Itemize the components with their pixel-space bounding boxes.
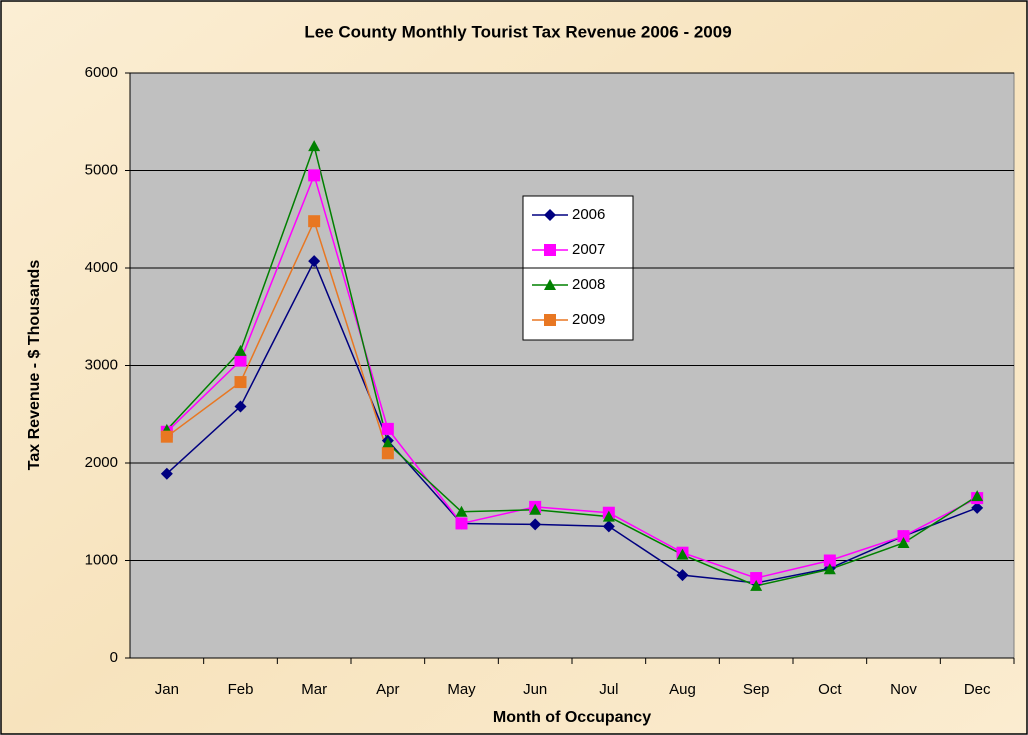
x-tick-label: May [447, 681, 476, 698]
marker [455, 505, 468, 517]
x-tick-label: Mar [301, 681, 327, 698]
series-line [166, 259, 978, 584]
chart-title: Lee County Monthly Tourist Tax Revenue 2… [304, 22, 731, 41]
marker [750, 579, 763, 591]
marker [676, 569, 689, 582]
marker [234, 344, 247, 356]
legend-label: 2006 [572, 206, 605, 223]
x-tick-label: Jul [599, 681, 618, 698]
x-tick-label: Apr [376, 681, 399, 698]
marker [602, 520, 615, 533]
marker [676, 548, 689, 560]
marker [897, 530, 910, 543]
marker [381, 422, 394, 435]
marker [234, 376, 247, 389]
legend-label: 2009 [572, 311, 605, 328]
legend-label: 2008 [572, 276, 605, 293]
legend-marker [544, 279, 556, 290]
y-tick-label: 3000 [85, 356, 118, 373]
marker [234, 354, 247, 367]
y-tick-label: 1000 [85, 551, 118, 568]
legend-label: 2007 [572, 241, 605, 258]
legend-marker [544, 314, 556, 326]
marker [160, 467, 173, 480]
series-line [166, 173, 978, 579]
marker [602, 510, 615, 522]
marker [381, 437, 394, 449]
legend-marker [544, 244, 556, 256]
marker [455, 517, 468, 530]
marker [381, 447, 394, 460]
x-tick-label: Jun [523, 681, 547, 698]
y-axis-label: Tax Revenue - $ Thousands [26, 260, 43, 471]
legend-marker [544, 209, 556, 221]
marker [823, 563, 836, 575]
x-tick-label: Dec [964, 681, 991, 698]
marker [529, 518, 542, 531]
y-tick-label: 2000 [85, 454, 118, 471]
marker [823, 554, 836, 567]
marker [308, 169, 321, 182]
x-tick-label: Nov [890, 681, 917, 698]
series-line [166, 219, 389, 454]
x-tick-label: Jan [155, 681, 179, 698]
x-axis-label: Month of Occupancy [493, 709, 651, 726]
marker [897, 536, 910, 548]
marker [308, 140, 321, 152]
marker [750, 572, 763, 585]
series-line [166, 143, 978, 587]
marker [971, 501, 984, 514]
y-tick-label: 4000 [85, 259, 118, 276]
marker [971, 490, 984, 502]
x-tick-label: Aug [669, 681, 696, 698]
y-tick-label: 0 [110, 649, 118, 666]
marker [308, 215, 321, 228]
marker [234, 400, 247, 413]
x-tick-label: Sep [743, 681, 770, 698]
marker [529, 503, 542, 515]
x-tick-label: Feb [228, 681, 254, 698]
x-tick-label: Oct [818, 681, 842, 698]
y-tick-label: 5000 [85, 161, 118, 178]
marker [160, 430, 173, 443]
y-tick-label: 6000 [85, 64, 118, 81]
marker [308, 255, 321, 268]
